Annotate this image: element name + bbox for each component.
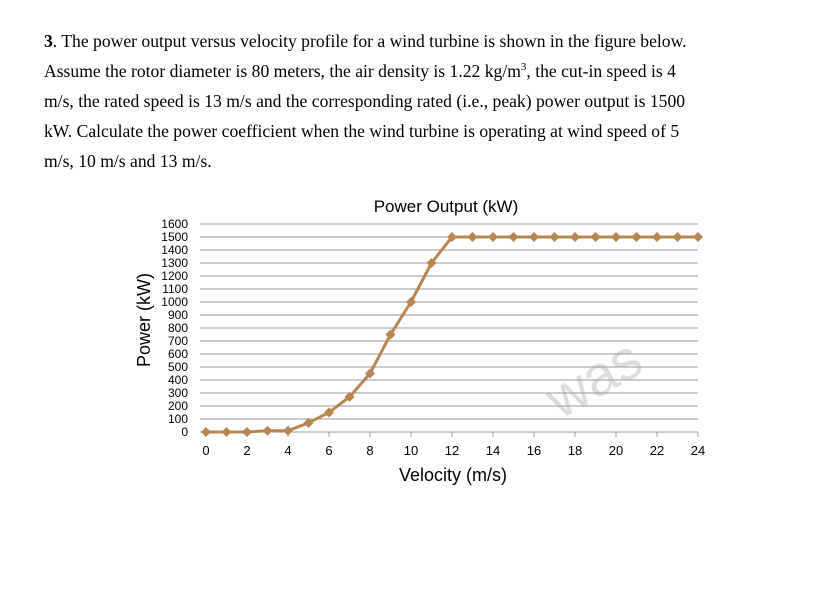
data-point [652, 232, 662, 242]
problem-number: 3 [44, 31, 53, 51]
problem-line-5: m/s, 10 m/s and 13 m/s. [44, 151, 212, 171]
y-tick-label: 900 [168, 308, 188, 322]
x-tick-label: 24 [691, 443, 705, 458]
y-axis-label: Power (kW) [134, 273, 154, 367]
superscript-3: 3 [520, 61, 527, 74]
data-point [221, 427, 232, 437]
y-tick-label: 1300 [161, 256, 188, 270]
problem-line-1: 3. The power output versus velocity prof… [44, 26, 784, 56]
x-tick-label: 0 [202, 443, 209, 458]
y-tick-labels: 0100200300400500600700800900100011001200… [161, 217, 188, 439]
problem-line-2-post: , the cut-in speed is 4 [526, 61, 676, 81]
y-tick-label: 700 [168, 334, 188, 348]
x-tick-label: 2 [243, 443, 250, 458]
problem-statement: 3. The power output versus velocity prof… [44, 26, 784, 176]
data-point [365, 368, 375, 379]
data-point [201, 427, 211, 437]
data-point [447, 232, 457, 242]
x-tick-label: 8 [366, 443, 373, 458]
data-point [570, 232, 580, 242]
y-tick-label: 200 [168, 399, 188, 413]
x-tick-label: 16 [527, 443, 541, 458]
x-tick-label: 14 [486, 443, 500, 458]
x-axis-label: Velocity (m/s) [399, 465, 507, 485]
y-tick-label: 0 [181, 425, 188, 439]
watermark: was [534, 326, 653, 431]
data-point [262, 425, 273, 436]
data-point [693, 232, 703, 242]
x-tick-labels: 0 2 4 6 8 10 12 14 16 18 20 22 24 [202, 443, 705, 458]
data-point [406, 297, 416, 307]
data-point [672, 232, 683, 242]
y-tick-label: 1600 [161, 217, 188, 231]
x-tick-label: 20 [609, 443, 623, 458]
data-point [283, 425, 293, 436]
data-point [303, 417, 314, 428]
series-power-output [201, 232, 703, 437]
y-tick-label: 1100 [162, 282, 188, 296]
y-tick-label: 1000 [161, 295, 188, 309]
x-tick-label: 10 [404, 443, 418, 458]
problem-line-2-pre: Assume the rotor diameter is 80 meters, … [44, 61, 521, 81]
y-tick-label: 300 [168, 386, 188, 400]
data-point [426, 258, 437, 268]
data-point [611, 232, 621, 242]
data-point [467, 232, 478, 242]
problem-line-3: m/s, the rated speed is 13 m/s and the c… [44, 91, 686, 111]
x-tick-label: 4 [284, 443, 291, 458]
y-tick-label: 1500 [161, 230, 188, 244]
x-tick-label: 18 [568, 443, 582, 458]
data-point [242, 427, 252, 437]
x-tick-label: 6 [325, 443, 332, 458]
data-point [508, 232, 519, 242]
y-tick-label: 100 [168, 412, 188, 426]
x-tick-label: 12 [445, 443, 459, 458]
data-point [631, 232, 642, 242]
problem-line-2: Assume the rotor diameter is 80 meters, … [44, 56, 784, 86]
y-tick-label: 600 [168, 347, 188, 361]
data-point [590, 232, 601, 242]
y-tick-label: 500 [168, 360, 188, 374]
y-tick-label: 800 [168, 321, 188, 335]
problem-line-1-text: . The power output versus velocity profi… [52, 31, 687, 51]
data-point [488, 232, 498, 242]
y-tick-label: 1200 [161, 269, 188, 283]
y-tick-label: 400 [168, 373, 188, 387]
data-point [344, 391, 355, 402]
data-point [324, 407, 334, 418]
data-point [385, 329, 396, 340]
data-point [529, 232, 539, 242]
y-tick-label: 1400 [161, 243, 188, 257]
problem-line-4: kW. Calculate the power coefficient when… [44, 121, 680, 141]
x-tick-label: 22 [650, 443, 664, 458]
chart-title: Power Output (kW) [374, 197, 519, 216]
data-point [549, 232, 560, 242]
